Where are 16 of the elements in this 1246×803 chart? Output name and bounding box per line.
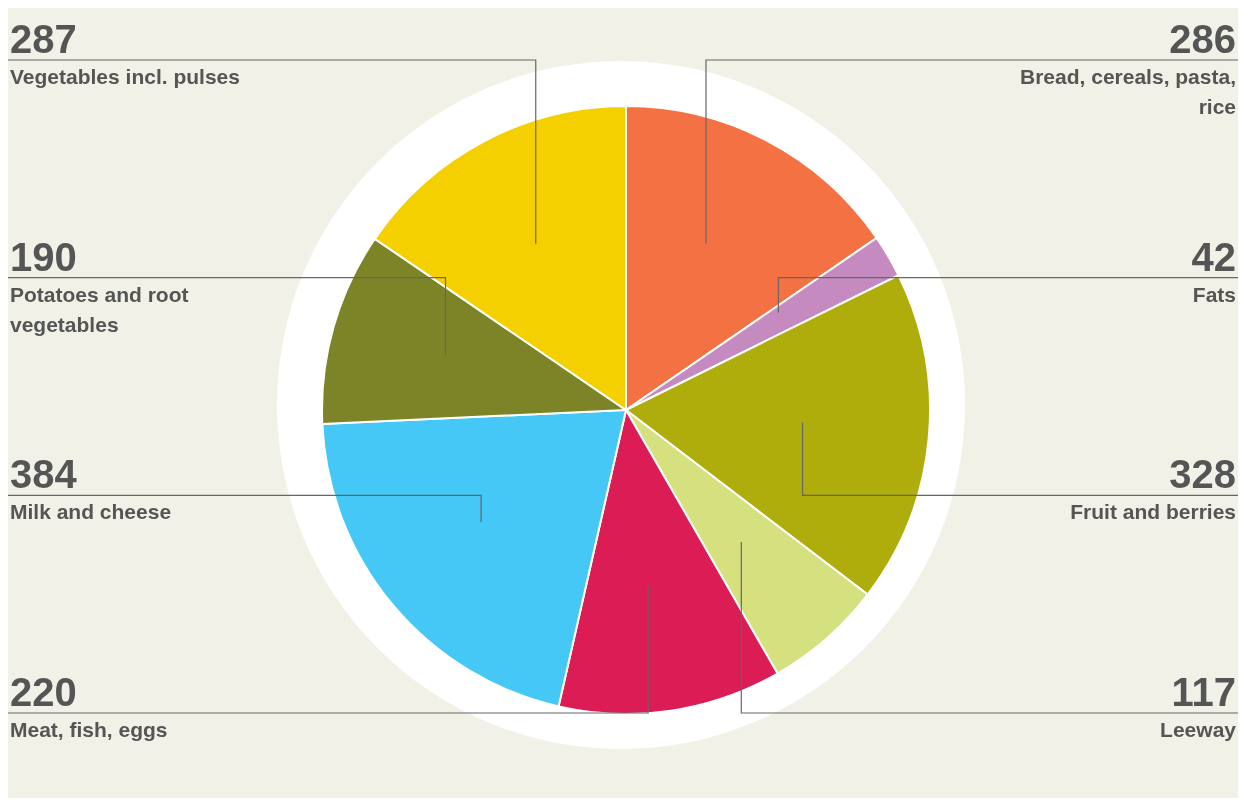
data-label: 42: [1191, 234, 1236, 279]
slice-label: Meat, fish, eggs: [10, 718, 168, 741]
slice-label: Milk and cheese: [10, 500, 172, 524]
data-label: 287: [10, 17, 77, 61]
data-label: 117: [1171, 670, 1236, 714]
data-label: 328: [1169, 452, 1236, 497]
data-label: 286: [1169, 17, 1236, 61]
slice-label: Vegetables incl. pulses: [10, 65, 240, 88]
data-label: 190: [10, 234, 77, 279]
slice-label: Fruit and berries: [1070, 500, 1236, 524]
data-label: 384: [10, 452, 78, 497]
slice-label: Leeway: [1160, 718, 1237, 741]
slice-label: Potatoes and root vegetables: [10, 282, 189, 336]
slice-label: Fats: [1192, 282, 1236, 306]
slice-label: Bread, cereals, pasta, rice: [1020, 65, 1236, 118]
data-label: 220: [10, 670, 77, 714]
